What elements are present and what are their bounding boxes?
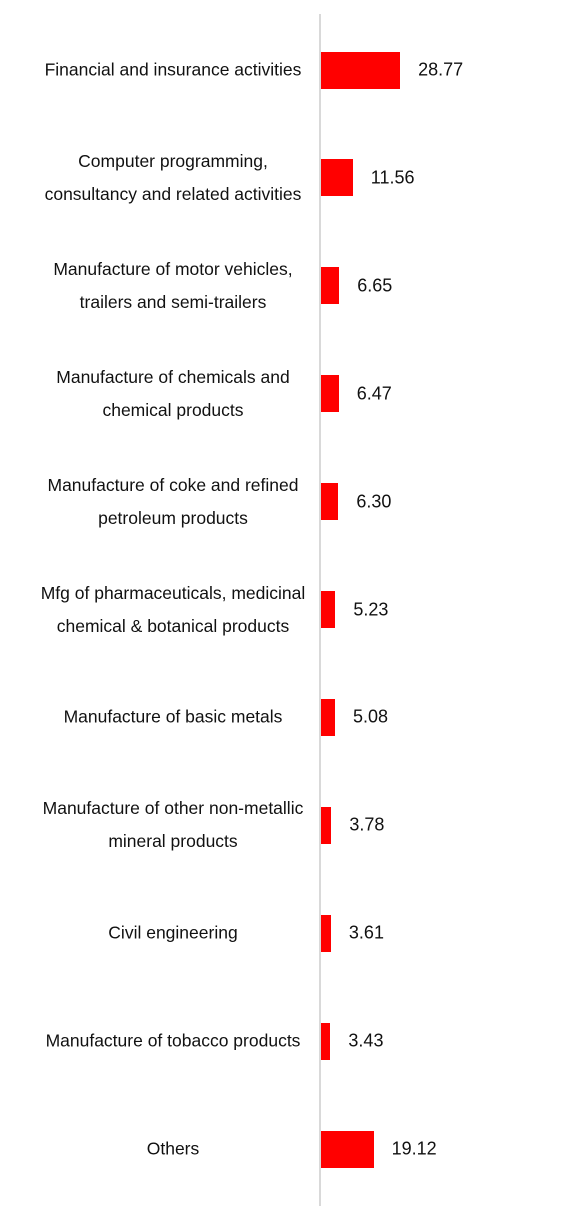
category-label: Manufacture of coke and refined petroleu… (47, 474, 299, 528)
value-label: 11.56 (370, 167, 415, 188)
bar (321, 1022, 331, 1060)
category-label: Mfg of pharmaceuticals, medicinal chemic… (40, 582, 306, 636)
value-label: 28.77 (418, 59, 464, 80)
bar (321, 159, 353, 197)
axis-line (319, 14, 321, 1206)
value-label: 3.43 (348, 1030, 384, 1051)
bar (321, 375, 339, 413)
bar (321, 914, 331, 952)
category-label: Computer programming, consultancy and re… (44, 150, 302, 204)
bar (321, 698, 335, 736)
value-label: 5.08 (352, 706, 389, 727)
category-label: Manufacture of chemicals and chemical pr… (56, 366, 290, 420)
bar (321, 483, 339, 521)
category-label: Civil engineering (108, 922, 238, 943)
bar (321, 267, 340, 305)
category-label: Manufacture of other non-metallic minera… (42, 798, 304, 852)
value-label: 5.23 (353, 599, 389, 619)
bar (321, 806, 332, 844)
category-label: Manufacture of basic metals (63, 706, 283, 727)
value-label: 3.78 (349, 814, 385, 835)
value-label: 6.65 (357, 275, 393, 296)
category-label: Financial and insurance activities (44, 59, 302, 80)
bar (321, 51, 401, 89)
bar (321, 1130, 374, 1168)
value-label: 6.47 (356, 383, 392, 404)
bar (321, 591, 336, 628)
category-label: Manufacture of motor vehicles, trailers … (53, 258, 293, 312)
value-label: 6.30 (356, 491, 392, 512)
value-label: 19.12 (391, 1138, 437, 1159)
category-label: Others (146, 1138, 200, 1159)
value-label: 3.61 (348, 922, 384, 943)
category-label: Manufacture of tobacco products (45, 1030, 301, 1051)
